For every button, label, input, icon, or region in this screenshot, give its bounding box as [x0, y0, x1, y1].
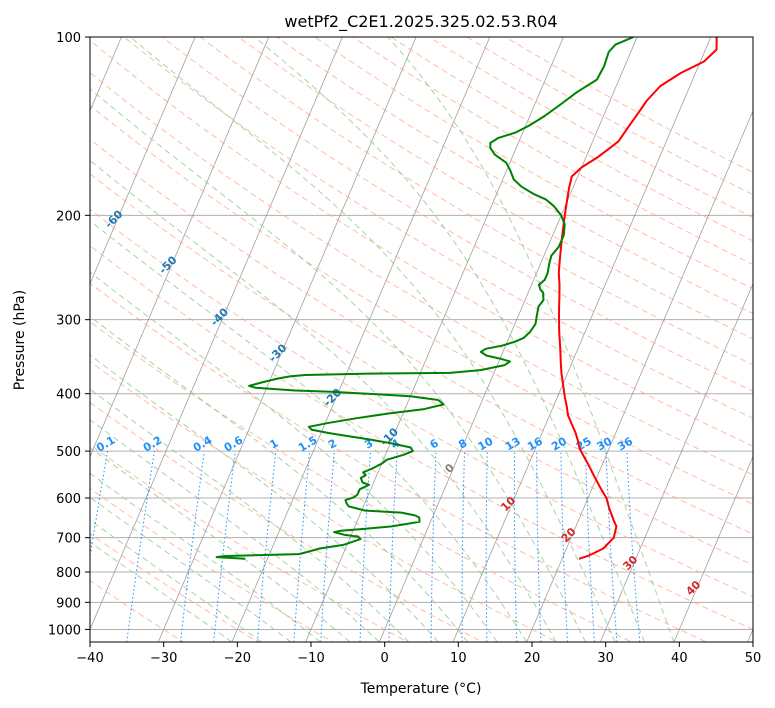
y-tick-label: 100 — [56, 31, 81, 46]
mixing-ratio-line — [213, 451, 236, 642]
y-tick-label: 300 — [56, 314, 81, 329]
isotherm-line — [157, 37, 417, 642]
background-lines — [90, 37, 753, 642]
moist-adiabat-line — [90, 159, 557, 642]
mixing-ratio-line — [513, 451, 518, 642]
mixing-ratio-line — [293, 451, 311, 642]
isotherm-line — [673, 455, 753, 642]
mixing-ratio-line — [179, 451, 205, 642]
isotherm-line — [90, 37, 270, 458]
chart-title: wetPf2_C2E1.2025.325.02.53.R04 — [284, 12, 557, 32]
x-tick-label: 10 — [450, 651, 467, 666]
dry-adiabat-line — [90, 245, 753, 630]
dry-adiabat-line — [90, 282, 708, 642]
x-tick-label: 50 — [745, 651, 762, 666]
mixing-ratio-line — [536, 451, 542, 642]
x-axis-ticks: −40 −30 −20 −10 0 10 20 30 40 50 — [76, 642, 761, 666]
dry-adiabat-line — [90, 533, 260, 642]
mixing-ratio-line — [485, 451, 488, 642]
moist-adiabat-line — [90, 447, 351, 642]
y-tick-label: 800 — [56, 566, 81, 581]
y-tick-label: 900 — [56, 596, 81, 611]
dry-adiabat-line — [123, 37, 753, 419]
dry-adiabat-line — [161, 37, 753, 392]
isotherm-line — [526, 109, 753, 642]
moist-adiabat-line — [90, 354, 439, 642]
y-axis-label: Pressure (hPa) — [12, 290, 28, 390]
mixing-ratio-line — [461, 451, 465, 642]
isotherm-line — [90, 37, 343, 631]
x-tick-label: −30 — [150, 651, 177, 666]
sounding-lines — [215, 37, 718, 560]
moist-adiabat-line — [253, 37, 645, 642]
isotherm-line — [452, 37, 712, 642]
dewpoint-trace — [215, 37, 634, 560]
moist-adiabat-line — [90, 541, 233, 642]
moist-adiabat-line — [90, 271, 498, 642]
y-tick-label: 600 — [56, 492, 81, 507]
mixing-ratio-line — [256, 451, 277, 642]
mixing-ratio-line — [626, 451, 641, 642]
mixing-ratio-line — [585, 451, 596, 642]
mixing-ratio-line — [605, 451, 618, 642]
moist-adiabat-line — [90, 519, 262, 642]
x-tick-label: 20 — [524, 651, 541, 666]
x-tick-label: −10 — [297, 651, 324, 666]
isotherm-line — [305, 37, 564, 642]
dry-adiabat-line — [90, 487, 334, 642]
mixing-ratio-line — [359, 451, 371, 642]
x-tick-label: −40 — [76, 651, 103, 666]
moist-adiabat-line — [90, 419, 380, 642]
isotherm-line — [231, 37, 491, 642]
moist-adiabat-line — [129, 37, 616, 642]
mixing-ratio-line — [320, 451, 335, 642]
mixing-ratio-line — [430, 451, 437, 642]
x-tick-label: −20 — [224, 651, 251, 666]
dry-adiabat-line — [90, 208, 753, 598]
x-tick-label: 0 — [381, 651, 389, 666]
x-axis-label: Temperature (°C) — [360, 681, 482, 697]
plot-frame — [89, 36, 754, 643]
mixing-ratio-line — [560, 451, 569, 642]
y-axis-ticks: 100 200 300 400 500 600 700 800 900 1000 — [48, 31, 90, 638]
x-tick-label: 40 — [671, 651, 688, 666]
y-tick-label: 400 — [56, 388, 81, 403]
moist-adiabat-line — [90, 220, 528, 642]
isotherm-line — [599, 282, 753, 642]
isotherm-line — [90, 37, 196, 285]
mixing-ratio-line — [388, 451, 398, 642]
dry-adiabat-line — [90, 173, 753, 566]
temperature-trace — [557, 37, 718, 560]
y-tick-label: 500 — [56, 445, 81, 460]
dry-adiabat-line — [237, 37, 753, 340]
moist-adiabat-line — [90, 388, 410, 642]
dry-adiabat-line — [90, 71, 753, 476]
dry-adiabat-line — [90, 104, 753, 505]
dry-adiabat-line — [90, 360, 559, 642]
mixing-ratio-line — [126, 451, 155, 642]
moist-adiabat-line — [387, 37, 675, 642]
moist-adiabat-line — [90, 496, 292, 642]
x-tick-label: 30 — [597, 651, 614, 666]
plot-background — [90, 37, 753, 642]
dry-adiabat-line — [275, 37, 753, 315]
y-tick-label: 1000 — [48, 623, 81, 638]
y-tick-label: 200 — [56, 209, 81, 224]
isotherm-line — [378, 37, 638, 642]
y-tick-label: 700 — [56, 532, 81, 547]
dry-adiabat-line — [90, 401, 484, 642]
moist-adiabat-line — [90, 315, 469, 642]
